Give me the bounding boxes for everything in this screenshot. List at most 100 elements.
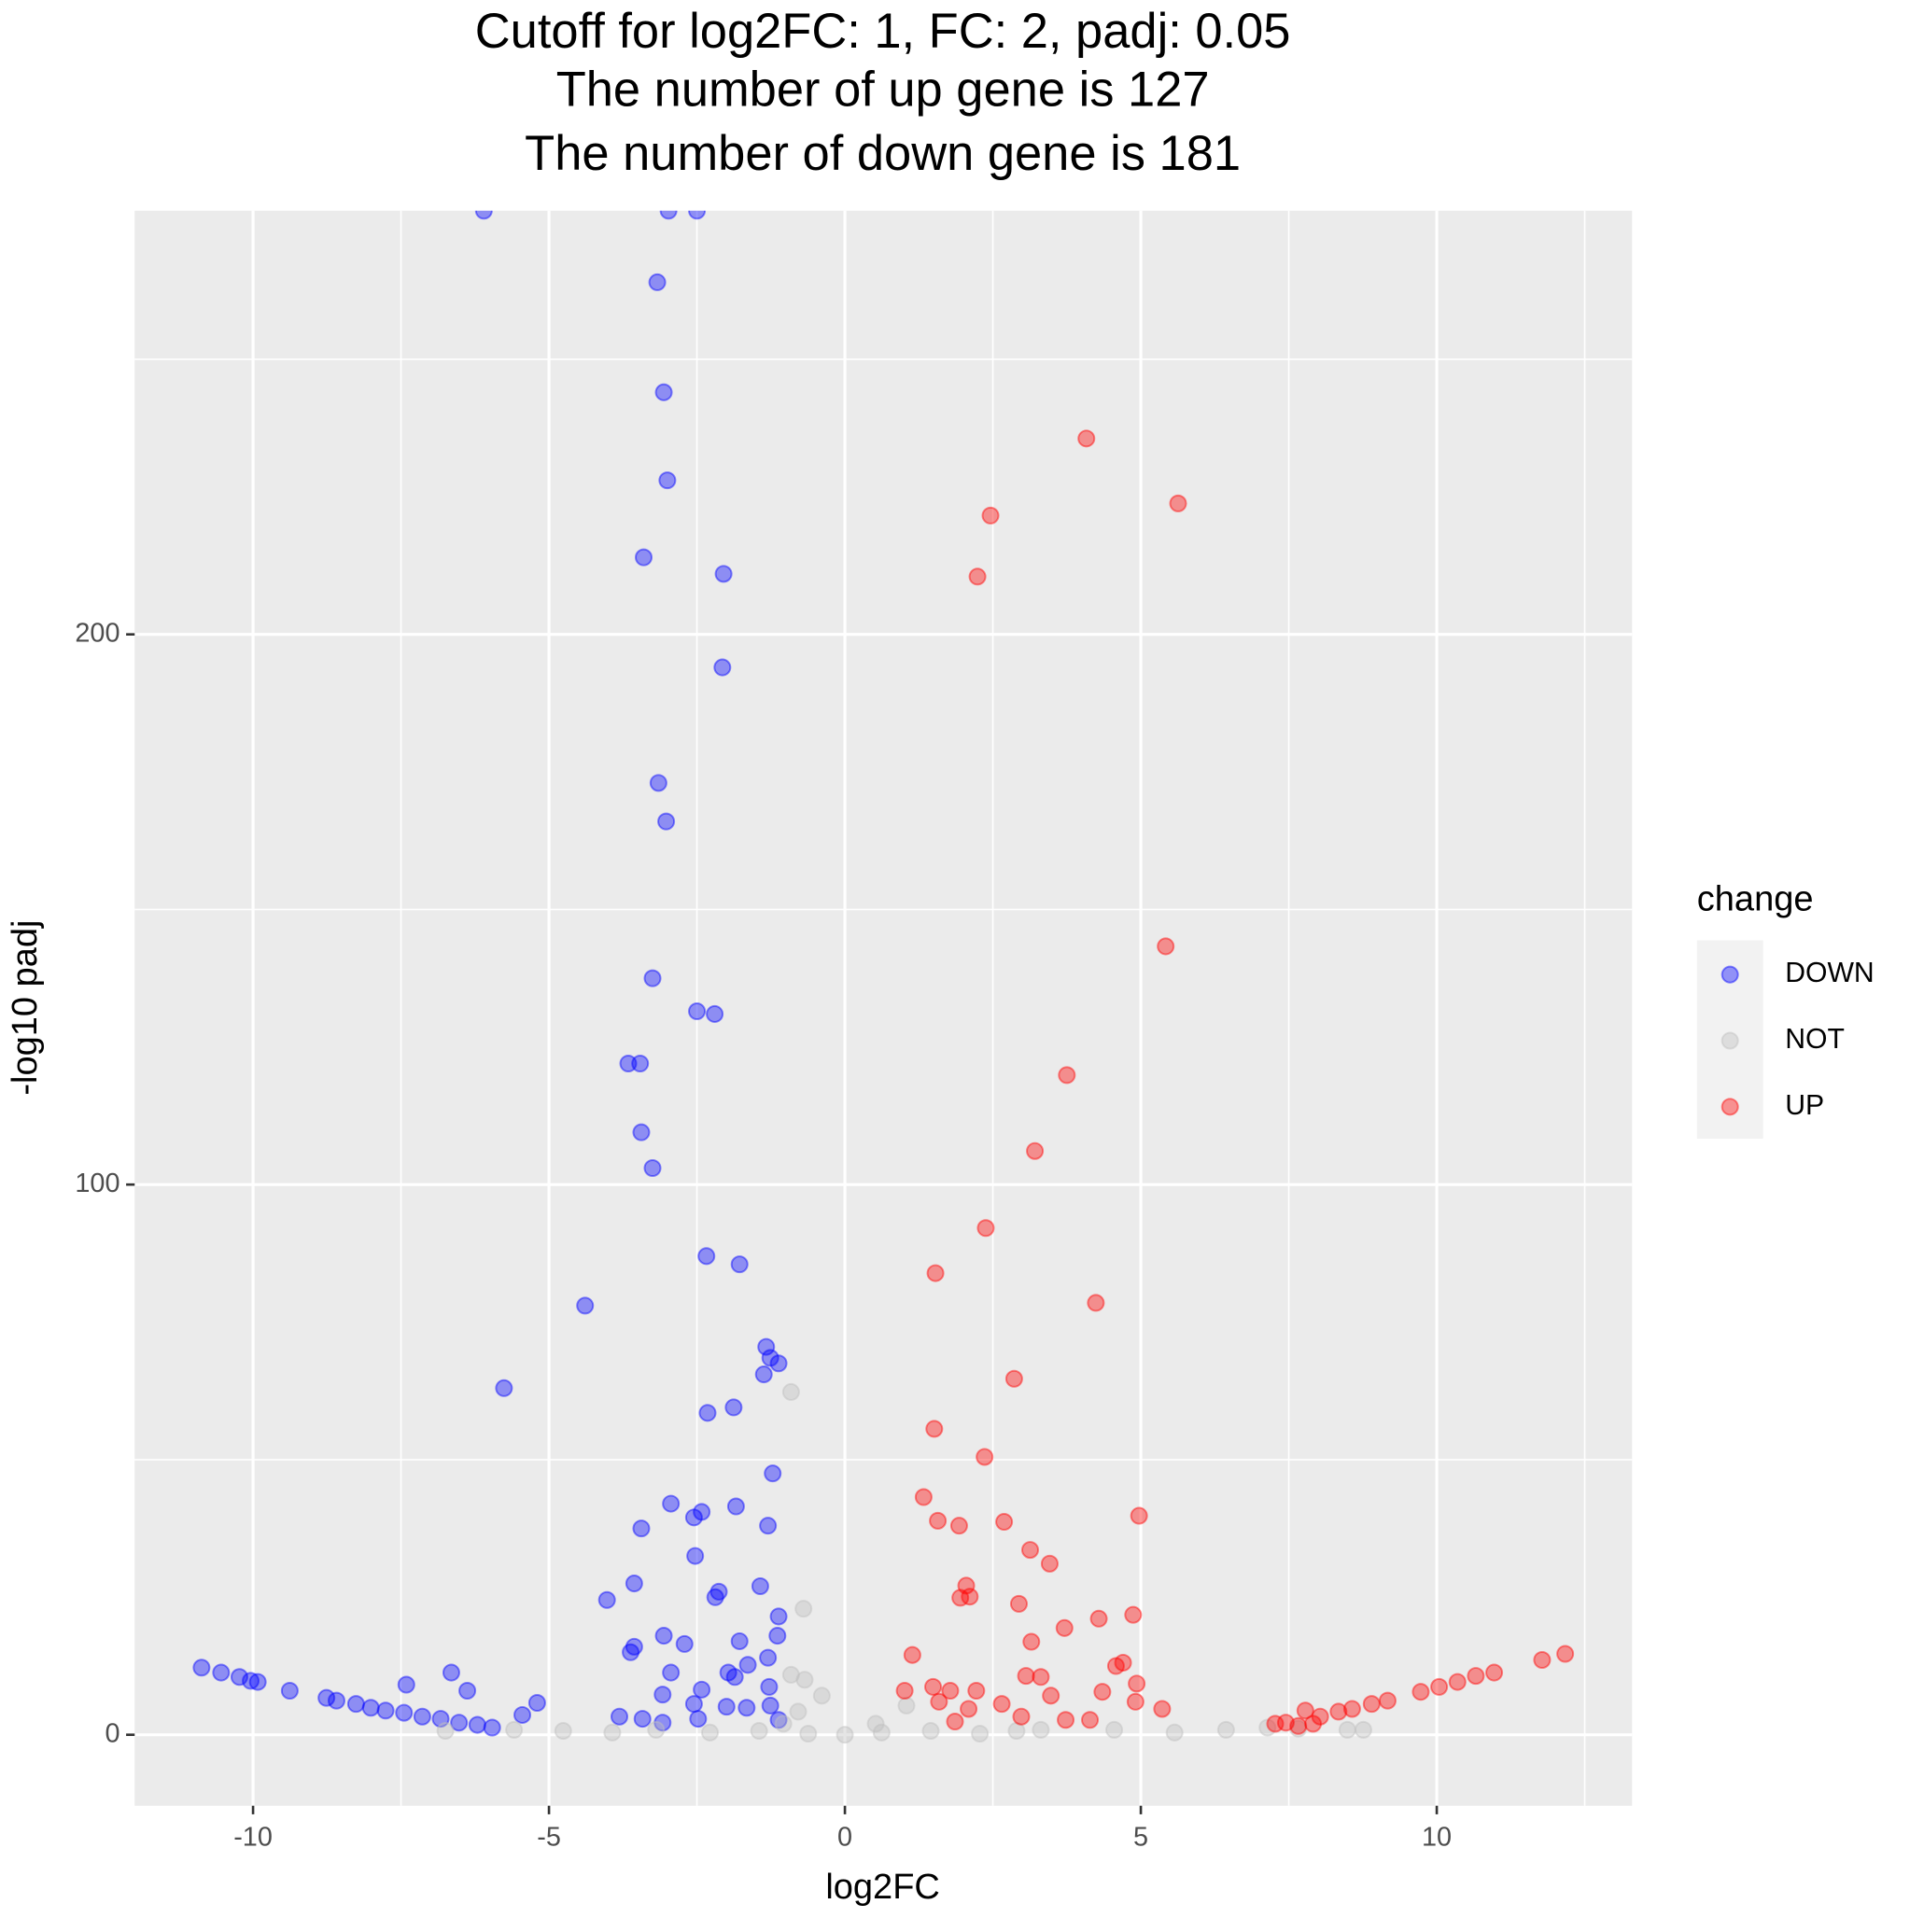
point [653, 1686, 672, 1704]
point [895, 1682, 914, 1701]
point [1354, 1720, 1372, 1739]
point [757, 1337, 776, 1356]
point [1329, 1702, 1348, 1721]
point [1032, 1668, 1050, 1687]
point [714, 565, 733, 583]
point [1411, 1683, 1430, 1701]
point [769, 1354, 788, 1373]
point [1081, 1711, 1100, 1729]
point [662, 1494, 681, 1513]
point [1089, 1609, 1108, 1628]
point [719, 1663, 737, 1682]
x-tick-label: -5 [537, 1823, 561, 1853]
point [684, 1695, 703, 1714]
point [634, 548, 653, 567]
point [903, 1645, 921, 1664]
point [1012, 1707, 1031, 1726]
point [914, 1488, 933, 1506]
point [1032, 1720, 1050, 1739]
point [713, 658, 732, 677]
point [774, 1715, 793, 1733]
grid [134, 210, 1633, 1806]
point [751, 1576, 769, 1596]
point [230, 1668, 248, 1687]
plot-panel [134, 210, 1633, 1806]
point [717, 1698, 736, 1716]
point [611, 1707, 629, 1726]
point [1105, 1720, 1124, 1739]
point [684, 1508, 703, 1527]
title-line: The number of up gene is 127 [556, 63, 1210, 118]
point [643, 1158, 662, 1178]
point [897, 1696, 916, 1715]
point [648, 273, 667, 291]
y-axis-label: -log10 padj [6, 920, 45, 1096]
point [1289, 1716, 1308, 1735]
point [495, 1379, 513, 1397]
point [1087, 1294, 1105, 1312]
point [764, 1464, 782, 1483]
point [625, 1575, 643, 1593]
point [1467, 1667, 1485, 1686]
point [724, 1398, 743, 1417]
point [1124, 1605, 1143, 1624]
point [1020, 1541, 1040, 1560]
point [576, 1296, 595, 1315]
point [701, 1723, 720, 1742]
point [929, 1511, 948, 1530]
point [657, 812, 676, 831]
x-tick-label: -10 [233, 1823, 273, 1853]
point [949, 1517, 968, 1535]
point [799, 1724, 818, 1743]
point [397, 1675, 415, 1694]
point [738, 1656, 757, 1674]
point [761, 1349, 779, 1367]
point [866, 1715, 885, 1733]
point [1430, 1677, 1449, 1696]
point [689, 1710, 708, 1729]
point [1057, 1711, 1075, 1729]
point [659, 210, 678, 220]
point [1040, 1554, 1059, 1573]
point [658, 471, 677, 490]
point [957, 1576, 976, 1595]
point [941, 1682, 960, 1701]
point [925, 1420, 944, 1438]
point [781, 1665, 800, 1684]
point [1169, 494, 1187, 512]
point [754, 1365, 773, 1384]
point [1258, 1718, 1277, 1737]
point [192, 1659, 211, 1677]
point [968, 567, 987, 586]
point [795, 1671, 814, 1689]
title-line: The number of down gene is 181 [525, 127, 1241, 181]
point [789, 1702, 808, 1721]
point [632, 1123, 651, 1141]
point [654, 383, 673, 401]
point [1026, 1141, 1045, 1160]
point [1130, 1506, 1148, 1525]
points [192, 210, 1575, 1744]
point [1165, 1723, 1184, 1742]
point [1157, 937, 1175, 956]
point [976, 1219, 995, 1238]
point [346, 1695, 365, 1714]
point [769, 1607, 788, 1626]
point [413, 1707, 431, 1726]
point [632, 1519, 651, 1538]
point [622, 1643, 640, 1661]
point [280, 1682, 299, 1701]
point [1055, 1618, 1074, 1637]
point [458, 1682, 477, 1701]
point [212, 1663, 231, 1682]
point [554, 1722, 572, 1741]
point [794, 1600, 813, 1618]
point [725, 1668, 744, 1687]
point [921, 1722, 940, 1741]
point [1556, 1645, 1575, 1663]
point [1058, 1066, 1076, 1085]
point [961, 1588, 979, 1606]
legend-label: DOWN [1785, 958, 1874, 988]
point [643, 969, 662, 987]
